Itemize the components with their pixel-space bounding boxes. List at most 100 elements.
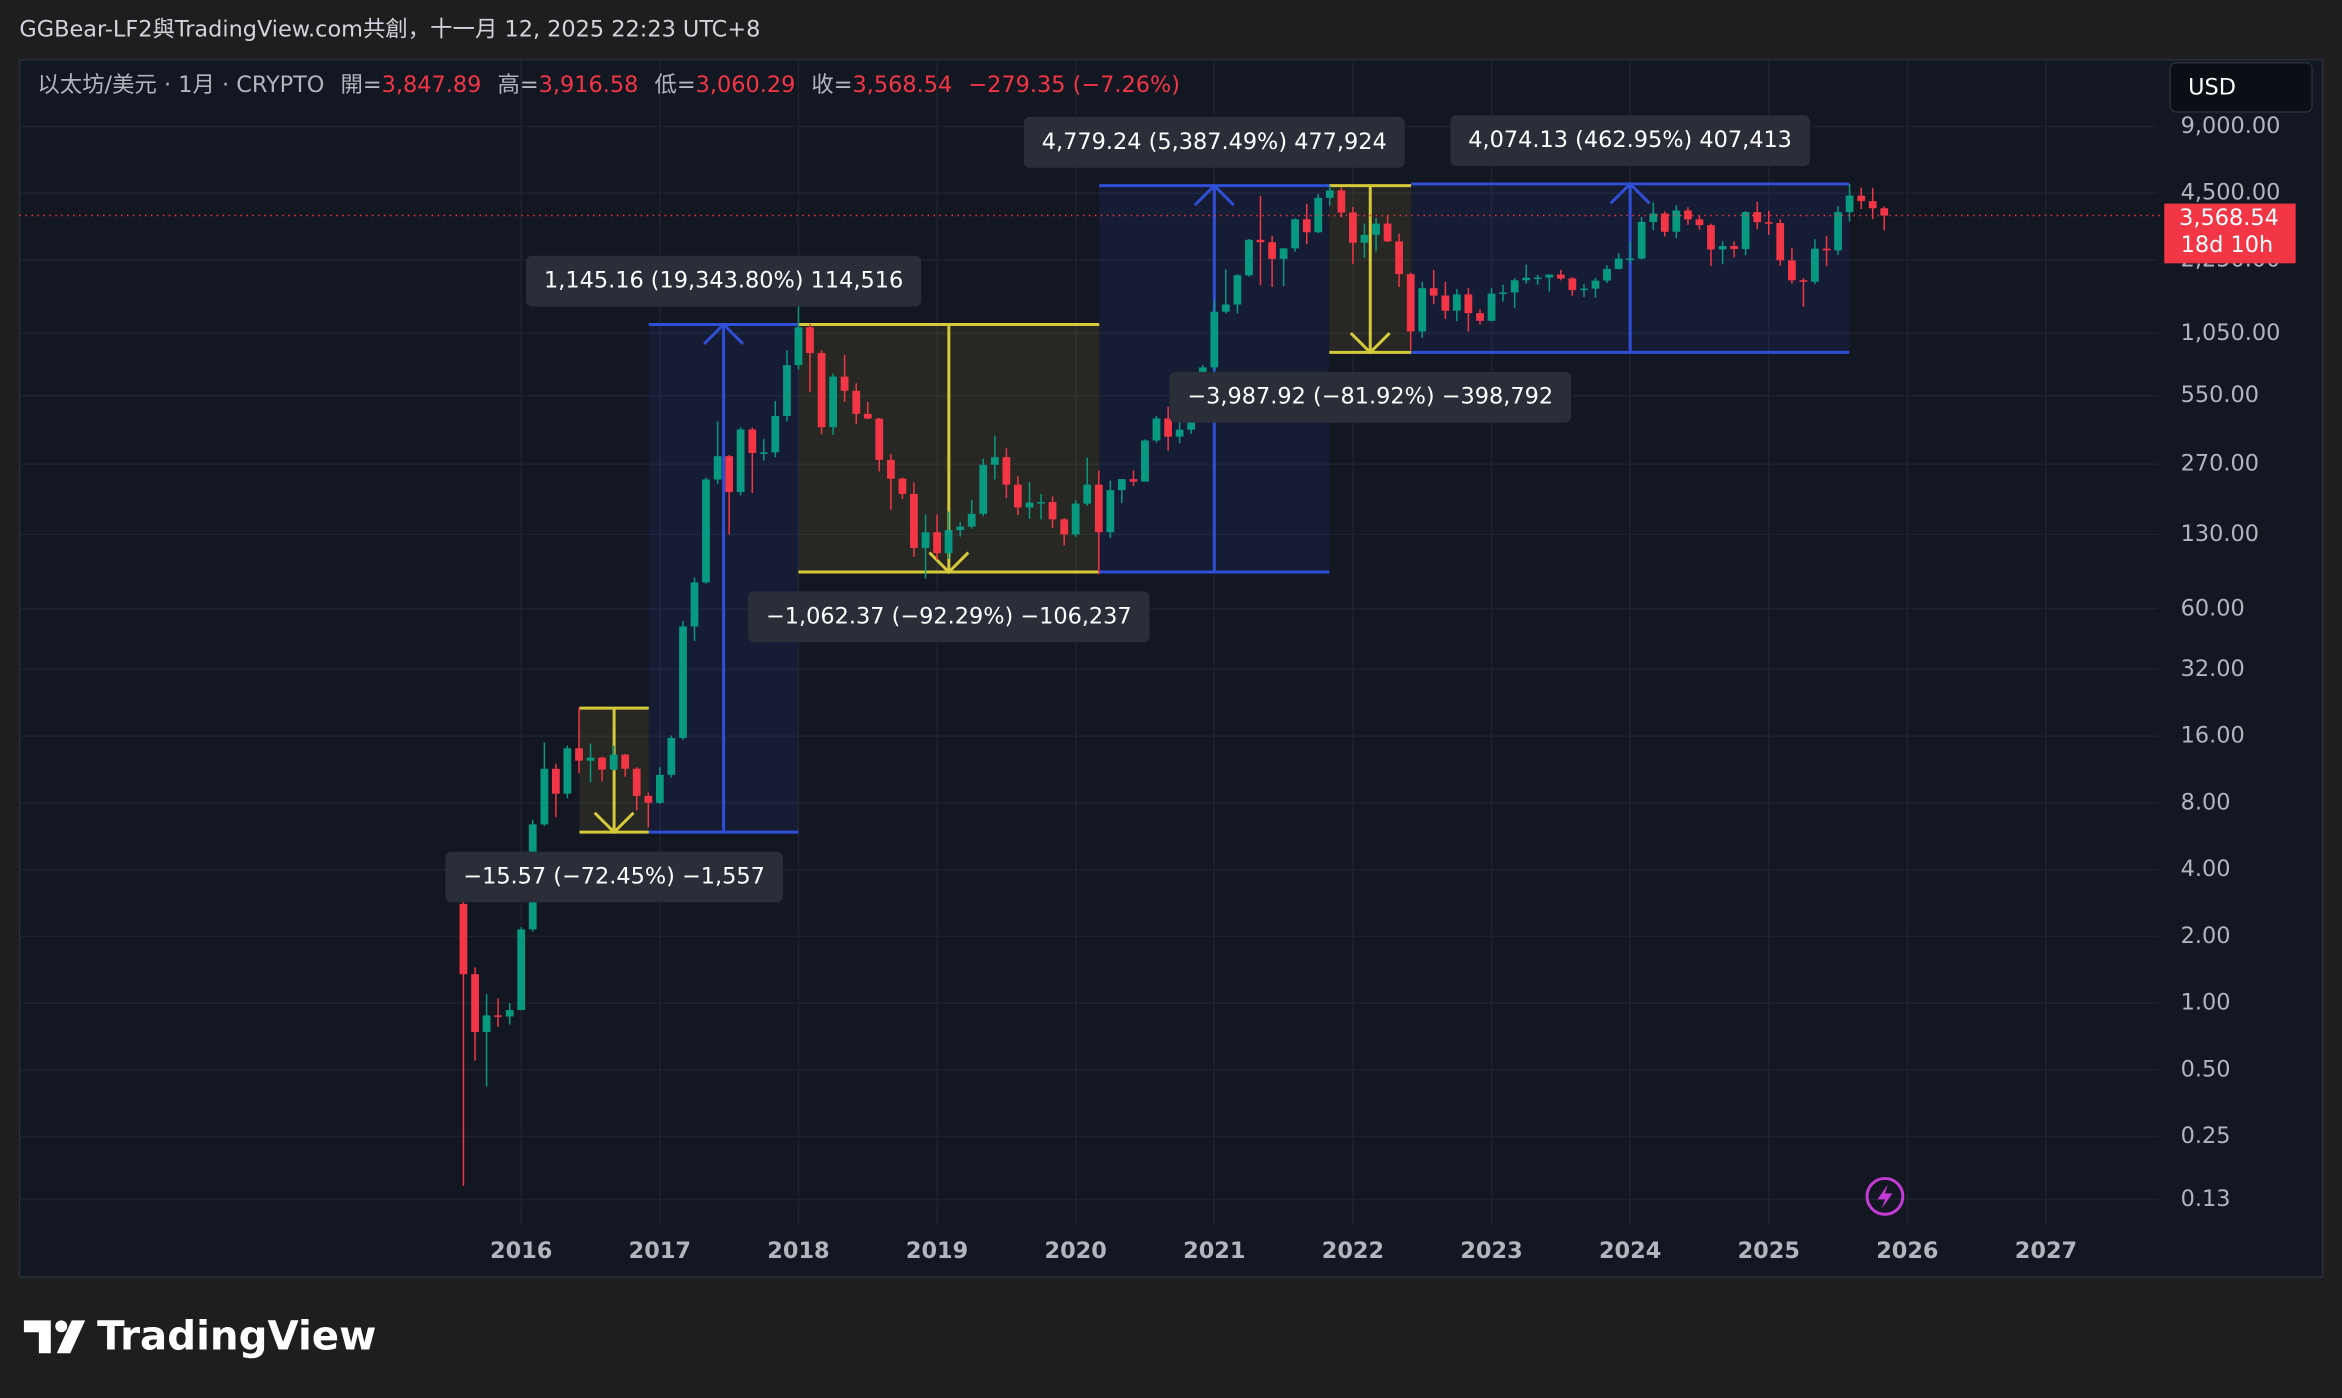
candle-body — [1117, 479, 1126, 491]
candle-body — [621, 754, 630, 769]
range-label: −3,987.92 (−81.92%) −398,792 — [1187, 384, 1553, 410]
candle-body — [875, 418, 884, 460]
candle-body — [1788, 260, 1796, 281]
candle-body — [1591, 280, 1600, 289]
candle-body — [1060, 519, 1069, 535]
candle-body — [1510, 280, 1519, 293]
candle-body — [956, 526, 965, 531]
ohlc-value: 3,568.54 — [853, 72, 953, 98]
candle-body — [667, 737, 676, 775]
candle-body — [1464, 294, 1473, 314]
last-price-box — [2164, 203, 2296, 264]
candle-body — [1152, 418, 1161, 441]
y-tick-label: 9,000.00 — [2181, 113, 2281, 139]
candle-body — [1649, 213, 1658, 222]
currency-button[interactable] — [2169, 61, 2313, 113]
candle-body — [1776, 223, 1785, 261]
y-tick-label: 1,050.00 — [2181, 320, 2281, 346]
candle-body — [713, 456, 722, 480]
candle-body — [967, 513, 976, 527]
candle-body — [1857, 195, 1866, 202]
candle-body — [1626, 258, 1635, 261]
candle-body — [1730, 246, 1738, 250]
candle-body — [1071, 503, 1080, 535]
logo-text: TradingView — [97, 1312, 376, 1359]
arrow-head — [703, 322, 745, 345]
candle-body — [1868, 201, 1877, 209]
x-tick-label: 2024 — [1599, 1238, 1661, 1264]
chart-panel — [18, 58, 2324, 1278]
candle-body — [1499, 292, 1507, 294]
candle-body — [759, 452, 768, 454]
candle-body — [505, 1010, 514, 1017]
ohlc-value: 3,060.29 — [696, 72, 796, 98]
candle-body — [1221, 304, 1230, 312]
candle-body — [1822, 248, 1831, 251]
candle-body — [794, 327, 803, 366]
x-tick-label: 2022 — [1322, 1238, 1384, 1264]
candle-body — [1268, 242, 1276, 259]
candle-body — [887, 459, 895, 479]
candle-body — [1129, 479, 1138, 482]
candle-body — [1406, 274, 1415, 332]
candle-body — [783, 365, 791, 416]
candle-body — [1487, 293, 1496, 321]
y-tick-label: 8.00 — [2181, 789, 2231, 815]
arrow-head — [1193, 183, 1235, 207]
candle-body — [921, 532, 930, 548]
candle-body — [1556, 274, 1565, 279]
candle-body — [1533, 277, 1542, 280]
annotation-labels: 1,145.16 (19,343.80%) 114,516 −15.57 (−72… — [445, 115, 1810, 903]
currency-label[interactable]: USD — [2188, 75, 2236, 101]
candle-body — [1141, 440, 1149, 482]
candle-body — [1880, 208, 1889, 216]
candle-body — [540, 768, 549, 825]
ohlc-value: 3,916.58 — [539, 72, 639, 98]
x-tick-label: 2023 — [1460, 1238, 1522, 1264]
candle-body — [1429, 288, 1438, 296]
candle-body — [1349, 212, 1357, 243]
candle-body — [1568, 278, 1577, 291]
y-tick-label: 270.00 — [2181, 451, 2259, 477]
candle-body — [840, 376, 849, 391]
y-tick-label: 16.00 — [2181, 723, 2245, 749]
candle-body — [1164, 418, 1173, 437]
axes: 0.13 0.25 0.50 1.00 2.00 4.00 8.00 16.00 32.00 60… — [19, 113, 2296, 1264]
y-tick-label: 0.13 — [2181, 1186, 2231, 1212]
candle-body — [598, 757, 606, 770]
candle-body — [817, 352, 826, 428]
candle-body — [494, 1015, 502, 1017]
candle-body — [1614, 258, 1623, 269]
candle-body — [1083, 484, 1092, 504]
x-tick-label: 2025 — [1738, 1238, 1800, 1264]
candle-body — [1325, 190, 1334, 198]
candle-body — [1048, 502, 1057, 520]
arrow-head — [1609, 181, 1651, 205]
candle-body — [1302, 219, 1311, 233]
candle-body — [1660, 213, 1669, 232]
alert-icon[interactable] — [1865, 1176, 1905, 1216]
grid — [19, 59, 2159, 1225]
y-tick-label: 60.00 — [2181, 595, 2245, 621]
candle-body — [1684, 210, 1692, 220]
range-label: 4,779.24 (5,387.49%) 477,924 — [1042, 129, 1387, 155]
x-tick-label: 2020 — [1045, 1238, 1107, 1264]
y-tick-label: 0.25 — [2181, 1123, 2231, 1149]
x-tick-label: 2016 — [490, 1238, 552, 1264]
candle-body — [1210, 311, 1219, 368]
candle-body — [910, 493, 918, 548]
candle-body — [1037, 502, 1045, 504]
candle-body — [459, 903, 468, 975]
candle-body — [1175, 429, 1184, 437]
candle-body — [990, 457, 999, 465]
candle-body — [471, 974, 479, 1033]
candle-body — [655, 774, 664, 803]
x-tick-label: 2026 — [1876, 1238, 1938, 1264]
candle-body — [1106, 490, 1115, 533]
symbol-line: 以太坊/美元 · 1月 · CRYPTO 開=3,847.89 高=3,916.… — [37, 72, 1180, 98]
candle-body — [852, 390, 861, 414]
ohlc-label: 低= — [654, 72, 695, 98]
ohlc-label: 開= — [341, 72, 382, 98]
